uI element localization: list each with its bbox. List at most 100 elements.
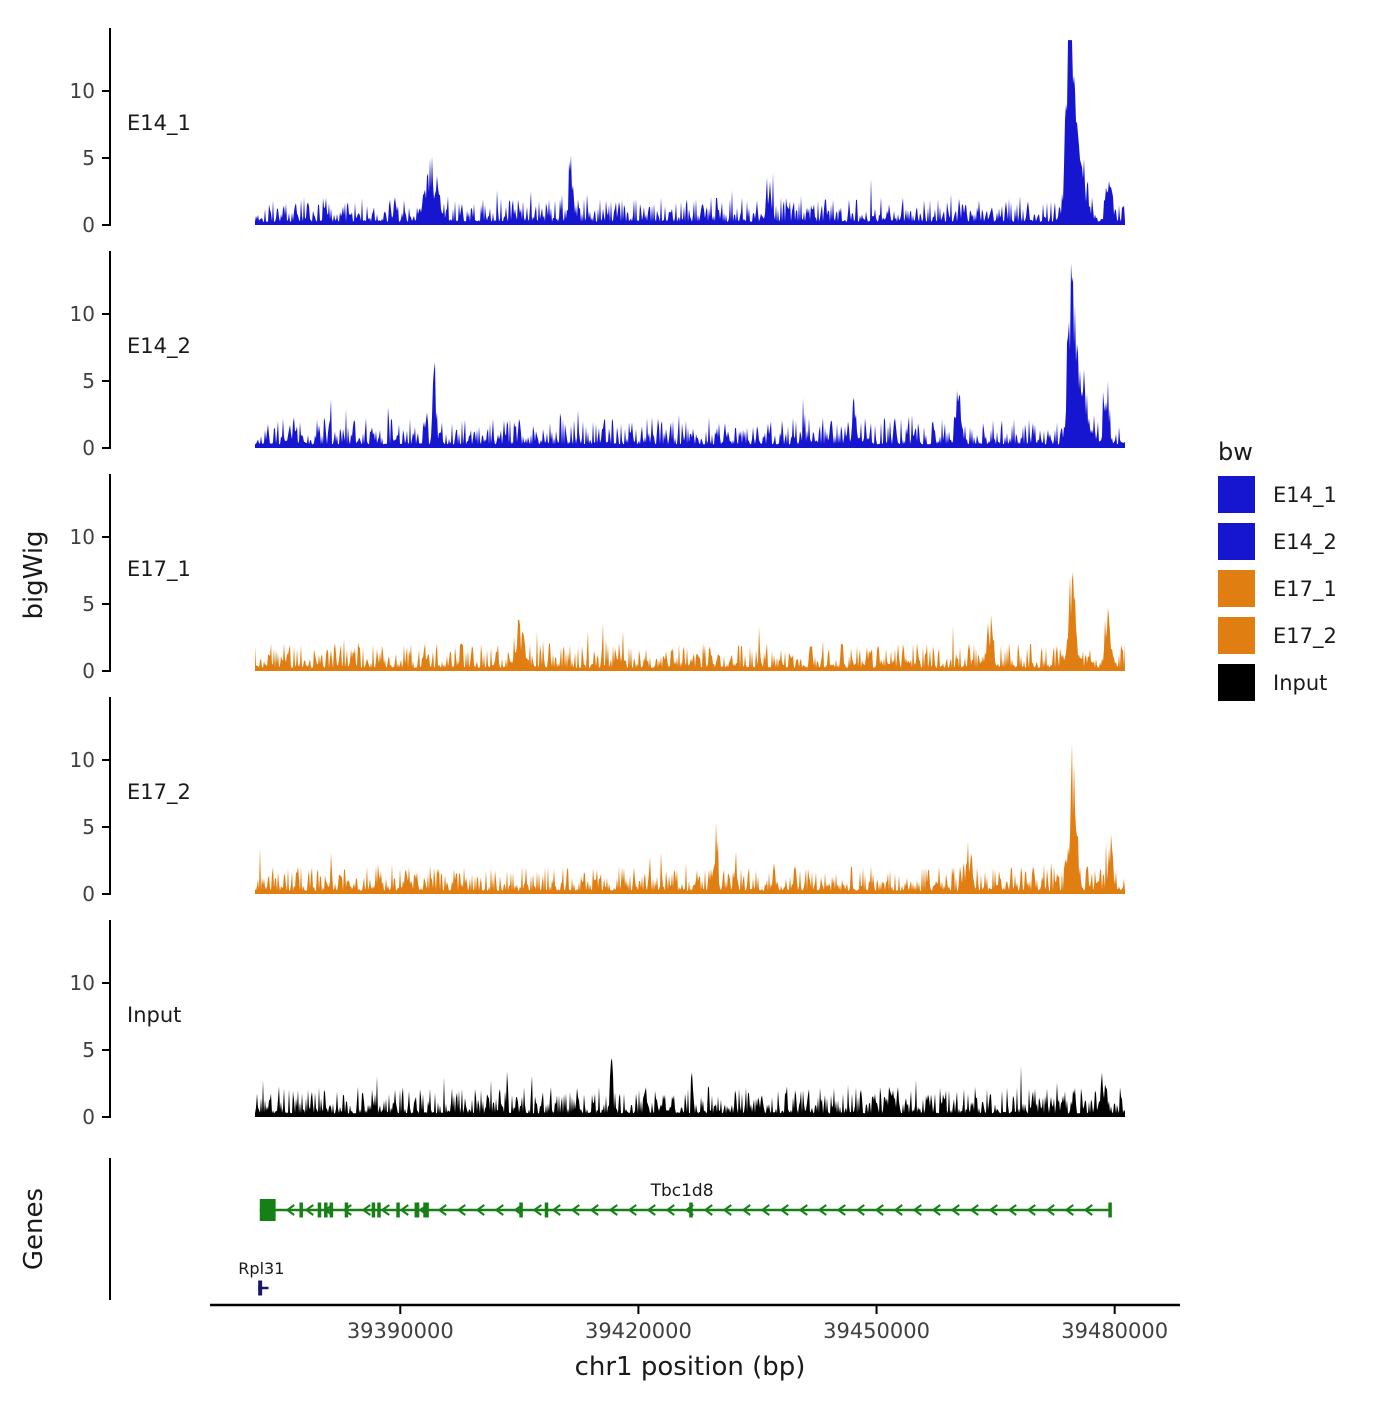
gene-strand-arrow-icon (893, 1204, 903, 1216)
y-tick-label: 5 (82, 592, 95, 616)
y-tick-label: 10 (70, 79, 95, 103)
x-tick-label: 39390000 (347, 1319, 454, 1343)
x-tick-label: 39450000 (823, 1319, 930, 1343)
gene-exon (371, 1202, 376, 1218)
track-panel-E14_1: 0 5 10 E14_1 (70, 28, 1125, 237)
gene-strand-arrow-icon (931, 1204, 941, 1216)
y-tick-label: 5 (82, 369, 95, 393)
legend-swatch-E17_1 (1218, 570, 1255, 607)
track-panel-Input: 0 5 10 Input (70, 920, 1125, 1129)
gene-strand-arrow-icon (874, 1204, 884, 1216)
gene-Tbc1d8: Tbc1d8 (259, 1181, 1112, 1221)
legend-title: bw (1218, 438, 1253, 466)
track-label-E17_1: E17_1 (127, 557, 191, 582)
gene-strand-arrow-icon (760, 1204, 770, 1216)
genes-panel: Tbc1d8 Rpl31 (109, 1158, 1112, 1300)
gene-strand-arrow-icon (551, 1204, 561, 1216)
legend-label-E17_2: E17_2 (1273, 624, 1337, 649)
y-tick-label: 5 (82, 146, 95, 170)
gene-strand-arrow-icon (361, 1204, 371, 1216)
y-tick-label: 0 (82, 1105, 95, 1129)
gene-label-Rpl31: Rpl31 (238, 1259, 284, 1278)
gene-exon (344, 1202, 349, 1218)
gene-Rpl31: Rpl31 (238, 1259, 284, 1296)
gene-strand-arrow-icon (380, 1204, 390, 1216)
gene-strand-arrow-icon (855, 1204, 865, 1216)
gene-strand-arrow-icon (836, 1204, 846, 1216)
coverage-area-E14_2 (255, 263, 1125, 448)
legend-label-E17_1: E17_1 (1273, 577, 1337, 602)
gene-label-Tbc1d8: Tbc1d8 (650, 1181, 714, 1201)
track-label-Input: Input (127, 1003, 181, 1027)
y-tick-label: 5 (82, 1038, 95, 1062)
legend-swatch-E14_1 (1218, 476, 1255, 513)
gene-strand-arrow-icon (475, 1204, 485, 1216)
y-tick-label: 0 (82, 882, 95, 906)
gene-exon (259, 1199, 276, 1221)
gene-strand-arrow-icon (285, 1204, 295, 1216)
y-tick-label: 0 (82, 659, 95, 683)
gene-strand-arrow-icon (532, 1204, 542, 1216)
gene-exon (423, 1202, 429, 1218)
y-axis-title: bigWig (19, 530, 49, 619)
gene-strand-arrow-icon (570, 1204, 580, 1216)
gene-strand-arrow-icon (456, 1204, 466, 1216)
gene-strand-arrow-icon (589, 1204, 599, 1216)
gene-strand-arrow-icon (1064, 1204, 1074, 1216)
gene-strand-arrow-icon (722, 1204, 732, 1216)
legend-label-E14_2: E14_2 (1273, 530, 1337, 555)
legend-swatch-E17_2 (1218, 617, 1255, 654)
track-label-E17_2: E17_2 (127, 780, 191, 805)
gene-exon (519, 1202, 523, 1218)
gene-exon (414, 1202, 420, 1218)
y-tick-label: 5 (82, 815, 95, 839)
y-tick-label: 10 (70, 302, 95, 326)
gene-exon (377, 1202, 381, 1218)
gene-exon (689, 1202, 693, 1218)
x-axis-title: chr1 position (bp) (575, 1352, 806, 1382)
y-tick-label: 10 (70, 525, 95, 549)
gene-exon (324, 1202, 328, 1218)
gene-strand-arrow-icon (1026, 1204, 1036, 1216)
track-panel-E17_2: 0 5 10 E17_2 (70, 697, 1125, 906)
legend-swatch-Input (1218, 664, 1255, 701)
gene-strand-arrow-icon (779, 1204, 789, 1216)
y-tick-label: 0 (82, 436, 95, 460)
coverage-area-E17_1 (255, 572, 1125, 671)
gene-strand-arrow-icon (969, 1204, 979, 1216)
track-panel-E14_2: 0 5 10 E14_2 (70, 251, 1125, 460)
gene-strand-arrow-icon (304, 1204, 314, 1216)
coverage-area-Input (255, 1058, 1125, 1117)
legend-label-Input: Input (1273, 671, 1327, 695)
gene-strand-arrow-icon (646, 1204, 656, 1216)
gene-strand-arrow-icon (627, 1204, 637, 1216)
x-tick-label: 39480000 (1061, 1319, 1168, 1343)
gene-strand-arrow-icon (817, 1204, 827, 1216)
y-tick-label: 10 (70, 971, 95, 995)
gene-strand-arrow-icon (399, 1204, 409, 1216)
gene-strand-arrow-icon (798, 1204, 808, 1216)
y-tick-label: 0 (82, 213, 95, 237)
y-tick-label: 10 (70, 748, 95, 772)
gene-exon (1108, 1202, 1112, 1218)
legend: bw E14_1 E14_2 E17_1 E17_2 Input (1218, 438, 1337, 701)
x-tick-label: 39420000 (585, 1319, 692, 1343)
genes-axis-title: Genes (19, 1188, 49, 1270)
coverage-area-E17_2 (255, 742, 1125, 894)
legend-label-E14_1: E14_1 (1273, 483, 1337, 508)
gene-strand-arrow-icon (912, 1204, 922, 1216)
track-label-E14_2: E14_2 (127, 334, 191, 359)
gene-strand-arrow-icon (608, 1204, 618, 1216)
gene-exon (299, 1202, 303, 1218)
gene-strand-arrow-icon (988, 1204, 998, 1216)
gene-strand-arrow-icon (703, 1204, 713, 1216)
gene-strand-arrow-icon (1045, 1204, 1055, 1216)
legend-swatch-E14_2 (1218, 523, 1255, 560)
gene-strand-arrow-icon (741, 1204, 751, 1216)
track-label-E14_1: E14_1 (127, 111, 191, 136)
x-axis: 39390000 39420000 39450000 39480000 chr1 pos… (210, 1303, 1180, 1382)
gene-strand-arrow-icon (1083, 1204, 1093, 1216)
gene-strand-arrow-icon (950, 1204, 960, 1216)
